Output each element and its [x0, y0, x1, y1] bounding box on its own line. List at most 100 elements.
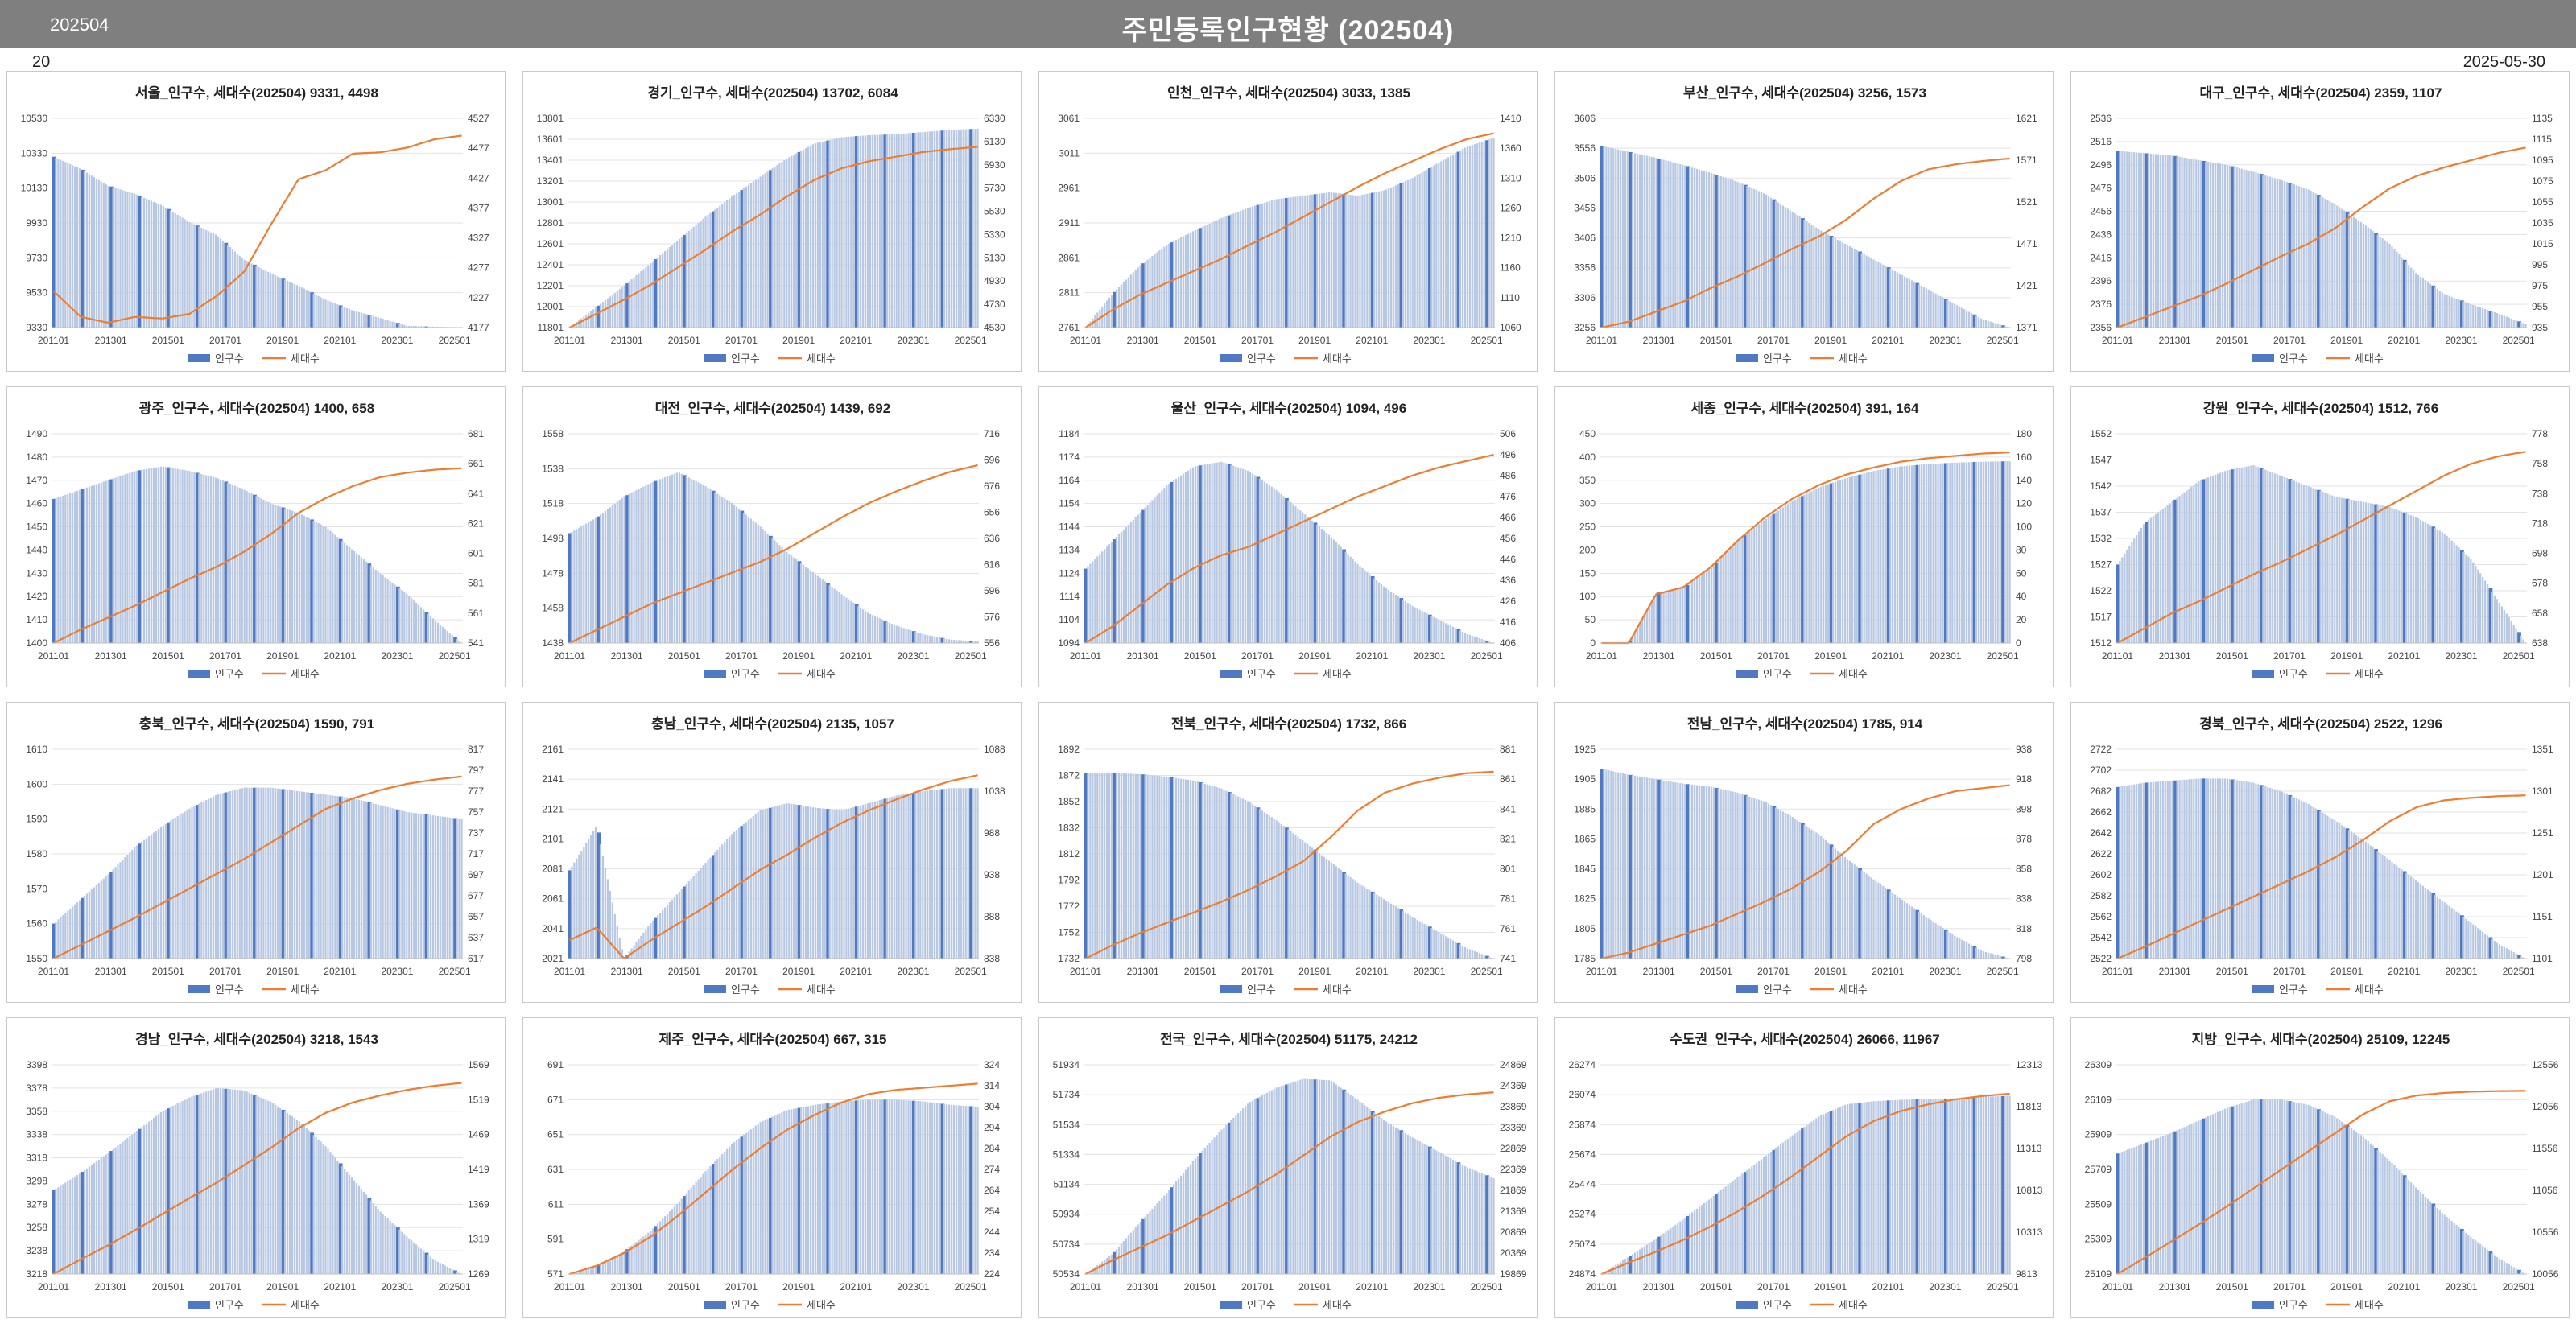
population-bar: [1158, 493, 1161, 643]
population-bar: [1848, 476, 1851, 643]
population-bar: [382, 575, 384, 643]
population-bars: [1084, 773, 1492, 959]
population-bar: [819, 577, 821, 643]
population-bar: [431, 618, 435, 643]
population-bar: [2374, 233, 2378, 328]
population-bar: [2448, 1218, 2450, 1274]
population-bar: [1798, 1130, 1801, 1274]
population-bar: [1732, 791, 1734, 959]
population-bar: [1922, 464, 1925, 643]
x-tick-label: 202301: [381, 650, 413, 662]
population-bar: [1918, 464, 1920, 643]
population-bar: [2186, 490, 2188, 643]
population-bar: [2364, 225, 2367, 328]
population-bar: [395, 323, 400, 328]
population-bar: [1648, 1243, 1650, 1274]
population-bar: [1667, 161, 1670, 328]
population-bar: [2472, 304, 2475, 328]
population-bar: [1875, 1101, 1877, 1274]
y-right-tick-label: 11313: [2016, 1143, 2042, 1154]
y-right-tick-label: 476: [1500, 491, 1516, 502]
y-right-tick-label: 1301: [2532, 786, 2553, 797]
population-bar: [1774, 512, 1777, 643]
population-bar: [1330, 537, 1333, 643]
population-bar: [769, 1117, 773, 1274]
population-bar: [1999, 324, 2001, 328]
population-bar: [2467, 1235, 2470, 1274]
population-bar: [934, 130, 936, 328]
population-bar: [2436, 1208, 2438, 1274]
x-tick-label: 202301: [1413, 650, 1445, 662]
population-bar: [893, 796, 895, 959]
population-bar: [905, 133, 907, 328]
y-left-tick-label: 591: [547, 1234, 564, 1245]
population-bar: [2517, 321, 2521, 328]
x-tick-label: 201501: [152, 966, 184, 977]
population-bar: [1762, 520, 1765, 643]
population-bar: [1402, 910, 1404, 959]
population-bar: [1660, 1235, 1662, 1274]
population-bar: [57, 1187, 60, 1274]
population-bar: [411, 1240, 413, 1274]
population-bar: [1839, 1107, 1842, 1274]
population-bar: [1674, 589, 1677, 643]
population-bar: [394, 584, 396, 643]
population-bar: [1756, 526, 1758, 643]
population-bar: [253, 264, 257, 328]
population-bar: [329, 530, 332, 643]
chart-panel: 세종_인구수, 세대수(202504) 391, 164 0 50 100 150 200…: [1554, 386, 2054, 687]
population-bar: [957, 129, 960, 328]
population-bar: [2493, 595, 2496, 643]
population-bar: [1370, 1111, 1375, 1274]
population-bar: [2448, 538, 2450, 643]
x-tick-label: 202501: [1471, 335, 1503, 346]
population-bar: [2355, 218, 2358, 328]
population-bar: [2453, 542, 2455, 643]
population-bar: [429, 326, 432, 328]
population-bar: [1695, 1208, 1699, 1274]
population-bar: [1099, 1263, 1101, 1274]
y-left-tick-label: 1450: [26, 522, 47, 533]
population-bar: [1485, 955, 1489, 959]
population-bar: [910, 133, 912, 328]
population-bar: [588, 312, 590, 328]
population-bar: [124, 191, 126, 328]
population-bar: [791, 1109, 793, 1274]
population-bar: [2374, 504, 2378, 643]
y-left-tick-label: 400: [1579, 452, 1596, 463]
population-bar: [962, 788, 964, 959]
population-bar: [74, 166, 76, 328]
y-left-tick-label: 2161: [542, 744, 564, 755]
population-bar: [124, 1140, 126, 1274]
y-right-tick-label: 244: [984, 1227, 1000, 1238]
population-bar: [714, 492, 716, 643]
population-bar: [1736, 792, 1739, 959]
population-bar: [85, 172, 89, 328]
population-bar: [1841, 242, 1844, 328]
population-bar: [1335, 866, 1337, 959]
population-bar: [2285, 477, 2289, 643]
population-bar: [2498, 602, 2501, 643]
population-bar: [1108, 544, 1111, 643]
population-bar: [1684, 1218, 1686, 1274]
population-bar: [2221, 778, 2224, 959]
population-bar: [1650, 600, 1653, 643]
population-bar: [2154, 781, 2157, 959]
population-bar: [369, 1200, 372, 1274]
population-bar: [1994, 323, 1996, 328]
population-bar: [2496, 599, 2499, 643]
population-bar: [243, 1091, 246, 1274]
population-bar: [1438, 619, 1440, 643]
population-bar: [374, 803, 377, 959]
population-bar: [74, 904, 76, 959]
population-bar: [911, 793, 916, 959]
population-bar: [1765, 802, 1768, 959]
population-bars: [1087, 138, 1495, 328]
population-bar: [1801, 218, 1805, 328]
population-bars: [52, 156, 463, 328]
population-bar: [764, 809, 766, 959]
population-bar: [1677, 588, 1679, 643]
population-bar: [1189, 468, 1192, 643]
population-bar: [1994, 1096, 1996, 1274]
population-bar: [1860, 870, 1863, 959]
